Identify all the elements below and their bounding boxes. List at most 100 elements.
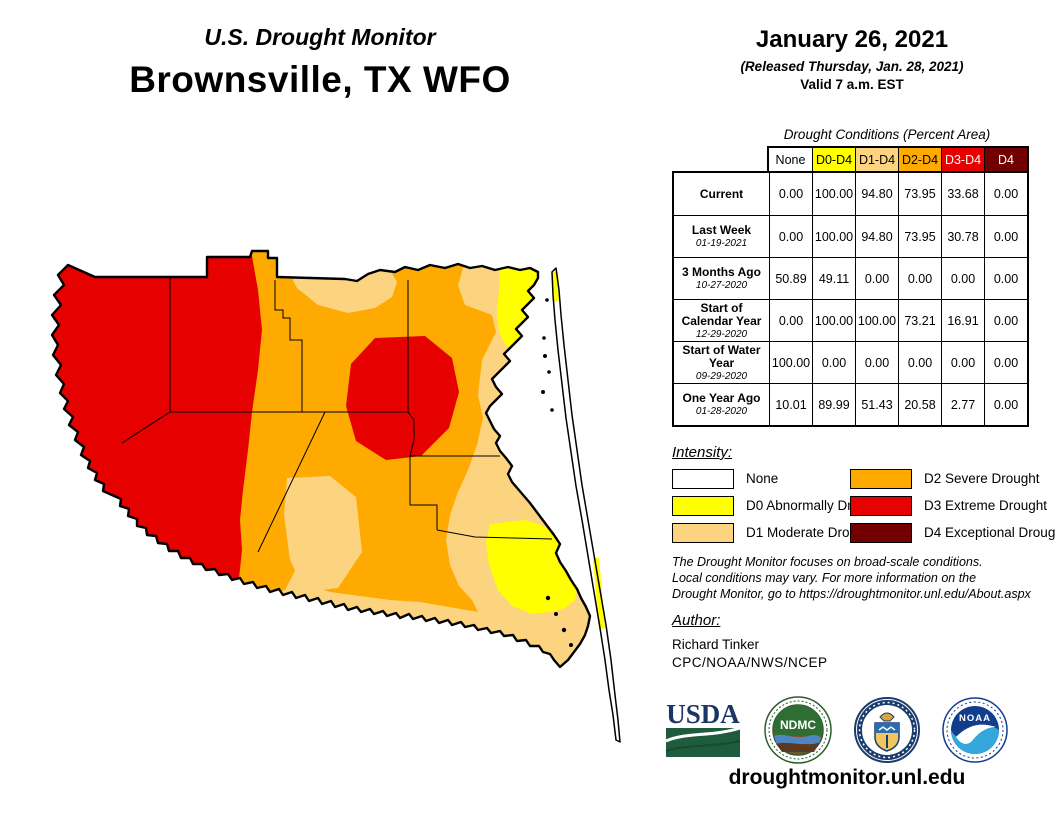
table-value: 33.68 bbox=[941, 173, 984, 215]
legend-swatch-d4 bbox=[850, 522, 912, 543]
row-label-start-calendar-year: Start of Calendar Year 12-29-2020 bbox=[674, 299, 769, 341]
table-value: 0.00 bbox=[984, 383, 1027, 425]
drought-map bbox=[20, 238, 635, 763]
legend-item-d4: D4 Exceptional Drought bbox=[850, 522, 1056, 543]
svg-text:USDA: USDA bbox=[666, 701, 740, 729]
table-value: 0.00 bbox=[898, 341, 941, 383]
author-org: CPC/NOAA/NWS/NCEP bbox=[672, 655, 828, 670]
drought-map-svg bbox=[50, 249, 621, 743]
legend-item-none: None bbox=[672, 468, 876, 489]
table-value: 0.00 bbox=[984, 341, 1027, 383]
table-value: 0.00 bbox=[941, 257, 984, 299]
table-value: 49.11 bbox=[812, 257, 855, 299]
region-d0-southeast bbox=[486, 520, 577, 614]
table-value: 10.01 bbox=[769, 383, 812, 425]
county-lines bbox=[121, 278, 553, 553]
row-label-last-week: Last Week 01-19-2021 bbox=[674, 215, 769, 257]
svg-text:NDMC: NDMC bbox=[780, 718, 816, 732]
legend-item-d0: D0 Abnormally Dry bbox=[672, 495, 876, 516]
table-value: 0.00 bbox=[855, 341, 898, 383]
legend-swatch-d1 bbox=[672, 522, 734, 543]
disclaimer-text: The Drought Monitor focuses on broad-sca… bbox=[672, 555, 1031, 601]
svg-text:NOAA: NOAA bbox=[959, 713, 991, 724]
footer-url: droughtmonitor.unl.edu bbox=[728, 766, 966, 789]
region-d3-central-blob bbox=[346, 336, 459, 460]
table-value: 50.89 bbox=[769, 257, 812, 299]
table-value: 0.00 bbox=[812, 341, 855, 383]
author-heading: Author: bbox=[672, 612, 721, 629]
region-d1-south-blob bbox=[284, 476, 362, 592]
barrier-island-d0-south bbox=[593, 558, 605, 630]
barrier-island-outline bbox=[551, 267, 621, 743]
col-header-d3-d4: D3-D4 bbox=[941, 148, 984, 171]
legend-swatch-d3 bbox=[850, 495, 912, 516]
table-value: 30.78 bbox=[941, 215, 984, 257]
row-label-3-months-ago: 3 Months Ago 10-27-2020 bbox=[674, 257, 769, 299]
table-value: 73.95 bbox=[898, 173, 941, 215]
logo-row: USDA NDMC NOAA bbox=[664, 696, 1008, 764]
table-title: Drought Conditions (Percent Area) bbox=[783, 127, 991, 142]
col-header-d1-d4: D1-D4 bbox=[855, 148, 898, 171]
legend-item-d3: D3 Extreme Drought bbox=[850, 495, 1056, 516]
legend-swatch-none bbox=[672, 468, 734, 489]
row-label-start-water-year: Start of Water Year 09-29-2020 bbox=[674, 341, 769, 383]
table-value: 0.00 bbox=[984, 299, 1027, 341]
row-label-one-year-ago: One Year Ago 01-28-2020 bbox=[674, 383, 769, 425]
table-value: 100.00 bbox=[812, 299, 855, 341]
lagoon-islets bbox=[541, 298, 573, 647]
legend-column-left: None D0 Abnormally Dry D1 Moderate Droug… bbox=[672, 468, 876, 543]
legend-swatch-d0 bbox=[672, 495, 734, 516]
table-value: 0.00 bbox=[769, 299, 812, 341]
table-value: 0.00 bbox=[769, 215, 812, 257]
released-date: (Released Thursday, Jan. 28, 2021) bbox=[740, 59, 964, 74]
legend-item-d1: D1 Moderate Drought bbox=[672, 522, 876, 543]
noaa-logo: NOAA bbox=[942, 697, 1008, 763]
date-block: January 26, 2021 (Released Thursday, Jan… bbox=[672, 26, 1032, 92]
table-value: 0.00 bbox=[855, 257, 898, 299]
col-header-d2-d4: D2-D4 bbox=[898, 148, 941, 171]
valid-time: Valid 7 a.m. EST bbox=[800, 77, 904, 92]
table-value: 0.00 bbox=[984, 257, 1027, 299]
table-value: 94.80 bbox=[855, 173, 898, 215]
table-value: 89.99 bbox=[812, 383, 855, 425]
map-date: January 26, 2021 bbox=[755, 26, 949, 53]
table-value: 0.00 bbox=[984, 215, 1027, 257]
table-header-row: None D0-D4 D1-D4 D2-D4 D3-D4 D4 bbox=[767, 146, 1029, 173]
conditions-table: Current 0.00 100.00 94.80 73.95 33.68 0.… bbox=[672, 171, 1029, 427]
intensity-heading: Intensity: bbox=[672, 444, 733, 461]
report-subtitle: U.S. Drought Monitor bbox=[204, 24, 436, 50]
table-value: 100.00 bbox=[812, 173, 855, 215]
author-block: Author: Richard Tinker CPC/NOAA/NWS/NCEP bbox=[672, 612, 828, 670]
table-value: 0.00 bbox=[769, 173, 812, 215]
table-value: 73.21 bbox=[898, 299, 941, 341]
row-label-current: Current bbox=[699, 186, 744, 201]
legend-item-d2: D2 Severe Drought bbox=[850, 468, 1056, 489]
table-value: 100.00 bbox=[769, 341, 812, 383]
table-value: 100.00 bbox=[855, 299, 898, 341]
legend-column-right: D2 Severe Drought D3 Extreme Drought D4 … bbox=[850, 468, 1056, 543]
table-value: 16.91 bbox=[941, 299, 984, 341]
region-d0-northeast bbox=[497, 266, 540, 348]
table-value: 94.80 bbox=[855, 215, 898, 257]
ndmc-logo: NDMC bbox=[764, 696, 832, 764]
page-title: Brownsville, TX WFO bbox=[129, 59, 511, 100]
legend-swatch-d2 bbox=[850, 468, 912, 489]
table-value: 2.77 bbox=[941, 383, 984, 425]
region-d1-north-blob bbox=[288, 270, 397, 313]
table-value: 0.00 bbox=[984, 173, 1027, 215]
table-value: 0.00 bbox=[941, 341, 984, 383]
title-block: U.S. Drought Monitor Brownsville, TX WFO bbox=[40, 24, 600, 101]
table-value: 51.43 bbox=[855, 383, 898, 425]
col-header-d0-d4: D0-D4 bbox=[812, 148, 855, 171]
table-value: 20.58 bbox=[898, 383, 941, 425]
col-header-none: None bbox=[769, 148, 812, 171]
col-header-d4: D4 bbox=[984, 148, 1027, 171]
author-name: Richard Tinker bbox=[672, 637, 760, 652]
usda-logo: USDA bbox=[665, 701, 741, 757]
commerce-logo bbox=[854, 697, 920, 763]
table-value: 100.00 bbox=[812, 215, 855, 257]
table-value: 0.00 bbox=[898, 257, 941, 299]
table-value: 73.95 bbox=[898, 215, 941, 257]
land-outline bbox=[50, 249, 592, 669]
